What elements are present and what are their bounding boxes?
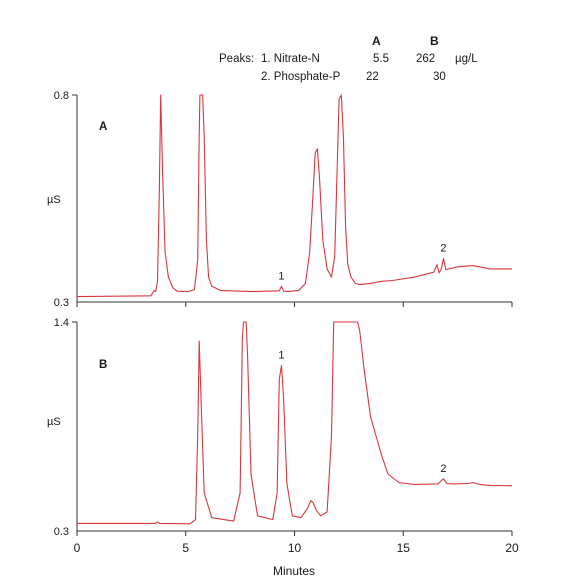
panel-b-peak-2-label: 2 <box>440 463 446 475</box>
x-tick-label-20: 20 <box>505 541 519 555</box>
panel-a-peak-1-label: 1 <box>278 270 284 282</box>
x-tick-label-10: 10 <box>288 541 302 555</box>
legend-row-1-unit: µg/L <box>455 53 478 65</box>
panel-a-ytick-label-bottom: 0.3 <box>54 297 69 309</box>
panel-b-label: B <box>99 359 107 371</box>
panel-a-trace <box>76 94 512 298</box>
panel-b-trace <box>77 321 513 525</box>
panel-a-ylabel: µS <box>47 194 61 206</box>
panel-b-ytick-label-bottom: 0.3 <box>54 526 69 538</box>
panel-a-peak-2-label: 2 <box>440 243 446 255</box>
x-tick-label-5: 5 <box>182 541 189 555</box>
panel-b-ylabel: µS <box>47 416 61 428</box>
legend-col-b-header: B <box>430 34 439 48</box>
peaks-legend: A B Peaks: 1. Nitrate-N 5.5 262 µg/L 2. … <box>219 34 478 83</box>
legend-row-2-a: 22 <box>366 71 379 83</box>
panel-a-label: A <box>99 121 107 133</box>
x-axis-title: Minutes <box>273 564 315 578</box>
legend-row-1-b: 262 <box>416 53 435 65</box>
legend-row-1-name: 1. Nitrate-N <box>261 53 320 65</box>
panel-a-ytick-label-top: 0.8 <box>54 90 69 102</box>
panel-b: 1.4 0.3 µS B 1 2 <box>47 317 513 538</box>
legend-row-1-a: 5.5 <box>373 53 389 65</box>
x-tick-label-0: 0 <box>74 541 81 555</box>
legend-col-a-header: A <box>372 34 381 48</box>
panel-a: 0.8 0.3 µS A 1 2 <box>47 90 513 309</box>
legend-row-2-b: 30 <box>433 71 446 83</box>
legend-peaks-label: Peaks: <box>219 53 254 65</box>
panel-b-ytick-label-top: 1.4 <box>54 317 69 329</box>
legend-row-2-name: 2. Phosphate-P <box>261 71 341 83</box>
x-tick-label-15: 15 <box>397 541 411 555</box>
panel-b-peak-1-label: 1 <box>278 350 284 362</box>
x-tick-labels: 0 5 10 15 20 <box>74 541 519 555</box>
